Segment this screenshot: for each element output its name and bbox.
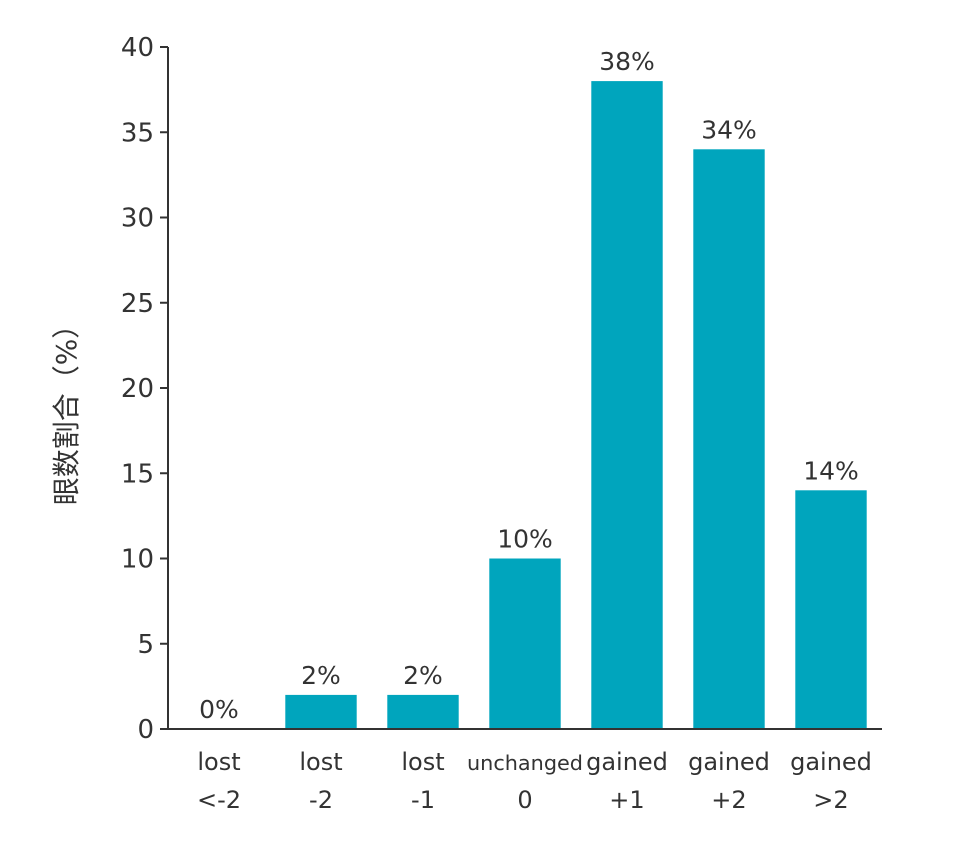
- bar: [489, 558, 561, 729]
- x-tick-label: lost: [197, 748, 240, 776]
- y-tick-label: 0: [137, 715, 154, 745]
- x-tick-label: gained: [790, 748, 872, 776]
- x-tick-label: 0: [517, 786, 532, 814]
- y-tick-label: 25: [121, 289, 154, 319]
- x-tick-label: lost: [401, 748, 444, 776]
- y-tick-label: 40: [121, 33, 154, 63]
- data-label: 14%: [803, 456, 859, 485]
- bar: [285, 694, 357, 729]
- x-tick-label: +1: [609, 786, 644, 814]
- bar: [693, 149, 765, 730]
- y-tick-label: 20: [121, 374, 154, 404]
- x-tick-label: unchanged: [467, 751, 583, 775]
- y-tick-label: 10: [121, 545, 154, 575]
- x-tick-label: gained: [688, 748, 770, 776]
- y-tick-label: 5: [137, 630, 154, 660]
- bar: [591, 81, 663, 730]
- y-tick-label: 35: [121, 118, 154, 148]
- y-axis-ticks: 0 5 10 15 20 25 30 35 40: [121, 33, 168, 745]
- x-tick-label: -1: [411, 786, 435, 814]
- x-tick-label: +2: [711, 786, 746, 814]
- x-tick-label: -2: [309, 786, 333, 814]
- x-axis-labels: lost <-2 lost -2 lost -1 unchanged 0 gained +1 gai…: [197, 748, 872, 814]
- data-label: 2%: [403, 661, 443, 690]
- data-label: 2%: [301, 661, 341, 690]
- y-axis-title-group: 眼数割合（%）: [50, 311, 83, 506]
- data-labels: 0% 2% 2% 10% 38% 34% 14%: [199, 47, 859, 724]
- x-tick-label: lost: [299, 748, 342, 776]
- x-tick-label: <-2: [197, 786, 241, 814]
- data-label: 34%: [701, 115, 757, 144]
- data-label: 10%: [497, 525, 553, 554]
- x-tick-label: gained: [586, 748, 668, 776]
- y-tick-label: 15: [121, 459, 154, 489]
- y-tick-label: 30: [121, 204, 154, 234]
- y-axis-title: 眼数割合（%）: [50, 311, 83, 506]
- data-label: 38%: [599, 47, 655, 76]
- bar: [387, 694, 459, 729]
- data-label: 0%: [199, 695, 239, 724]
- x-tick-label: >2: [813, 786, 848, 814]
- bar: [795, 490, 867, 729]
- bars: [285, 81, 867, 730]
